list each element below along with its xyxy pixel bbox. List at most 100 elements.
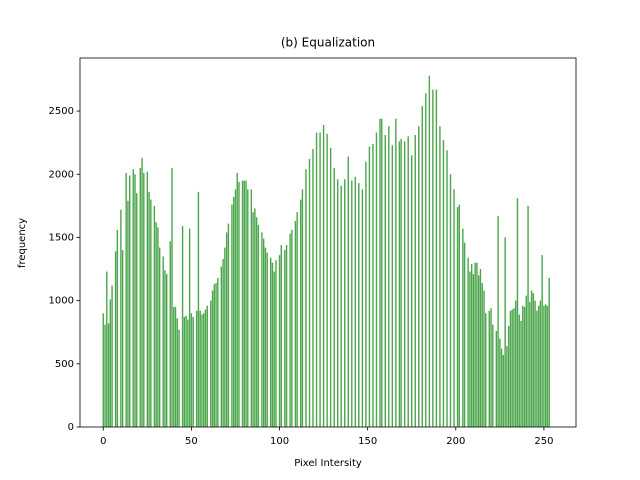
bar: [241, 180, 244, 427]
bar: [250, 189, 253, 427]
bar: [197, 191, 200, 427]
bar: [289, 233, 291, 427]
bar: [125, 172, 127, 427]
bar: [490, 308, 492, 427]
x-axis-label: Pixel Intersity: [294, 458, 362, 469]
bar: [155, 222, 157, 427]
bar: [340, 185, 342, 427]
bar: [215, 282, 217, 427]
bar: [435, 89, 438, 427]
bar: [301, 189, 304, 427]
bar: [518, 314, 520, 427]
bar: [319, 132, 321, 427]
bar: [111, 285, 113, 427]
bar: [379, 118, 381, 427]
bar: [238, 181, 240, 427]
bar: [294, 221, 297, 427]
bar: [270, 257, 272, 427]
bar: [403, 141, 406, 427]
bar: [211, 290, 214, 427]
bar: [190, 313, 193, 427]
bar: [391, 145, 394, 428]
bar: [264, 247, 267, 427]
y-tick-label: 1000: [49, 296, 74, 307]
bar: [116, 229, 119, 427]
bar: [527, 205, 529, 427]
bar: [384, 135, 386, 427]
bar: [523, 306, 526, 427]
bar: [548, 277, 550, 427]
bar: [485, 313, 487, 427]
bar: [257, 224, 260, 427]
bar: [284, 250, 286, 427]
bar: [252, 212, 254, 427]
bar: [120, 209, 122, 427]
bar: [329, 147, 332, 427]
bar: [166, 274, 168, 427]
bar: [195, 310, 198, 427]
bar: [213, 284, 216, 427]
bar: [315, 132, 318, 427]
bar: [291, 229, 293, 427]
bar: [336, 179, 339, 427]
x-tick-label: 0: [100, 436, 106, 447]
bar: [534, 300, 536, 427]
bar: [504, 237, 506, 427]
bar: [515, 300, 517, 427]
bar: [217, 277, 219, 427]
bar: [326, 133, 328, 428]
bar: [477, 275, 480, 427]
bar: [322, 124, 325, 428]
bar: [261, 232, 263, 427]
bar: [381, 118, 383, 427]
y-tick-label: 2500: [49, 106, 74, 117]
bar: [497, 215, 499, 427]
bar: [178, 329, 180, 427]
bar: [129, 175, 131, 427]
bar: [347, 156, 349, 428]
bar: [469, 271, 471, 427]
bar: [158, 247, 161, 427]
bar: [446, 150, 448, 427]
bar: [148, 191, 150, 427]
bar: [365, 161, 367, 427]
bar: [506, 346, 508, 427]
bar: [421, 106, 424, 428]
bar: [544, 304, 547, 427]
bar: [541, 255, 543, 427]
bar: [312, 148, 314, 427]
bar: [146, 171, 149, 427]
chart-title: (b) Equalization: [281, 36, 375, 50]
bar: [456, 207, 459, 427]
bar: [425, 93, 427, 428]
bar: [368, 146, 371, 427]
bar: [502, 354, 505, 427]
bar: [234, 189, 237, 427]
bar: [183, 317, 186, 427]
bar: [187, 319, 189, 427]
bar: [439, 126, 441, 428]
bar: [220, 266, 223, 427]
bar: [188, 228, 191, 427]
bar: [232, 197, 235, 427]
bar: [395, 118, 397, 427]
bar: [407, 136, 409, 428]
bar: [150, 199, 152, 427]
y-axis-label: frequency: [17, 218, 28, 268]
bar: [400, 138, 402, 427]
bar: [476, 262, 478, 427]
bar: [530, 290, 533, 427]
bar: [511, 309, 513, 427]
bar: [522, 305, 524, 427]
bar: [225, 232, 228, 427]
bar: [121, 250, 124, 427]
bar: [467, 257, 469, 427]
bar: [472, 274, 475, 427]
bar: [134, 174, 136, 427]
bar: [344, 179, 346, 427]
bar: [483, 290, 485, 427]
x-tick-label: 50: [185, 436, 198, 447]
y-tick-label: 2000: [49, 169, 74, 180]
bar: [127, 200, 129, 427]
